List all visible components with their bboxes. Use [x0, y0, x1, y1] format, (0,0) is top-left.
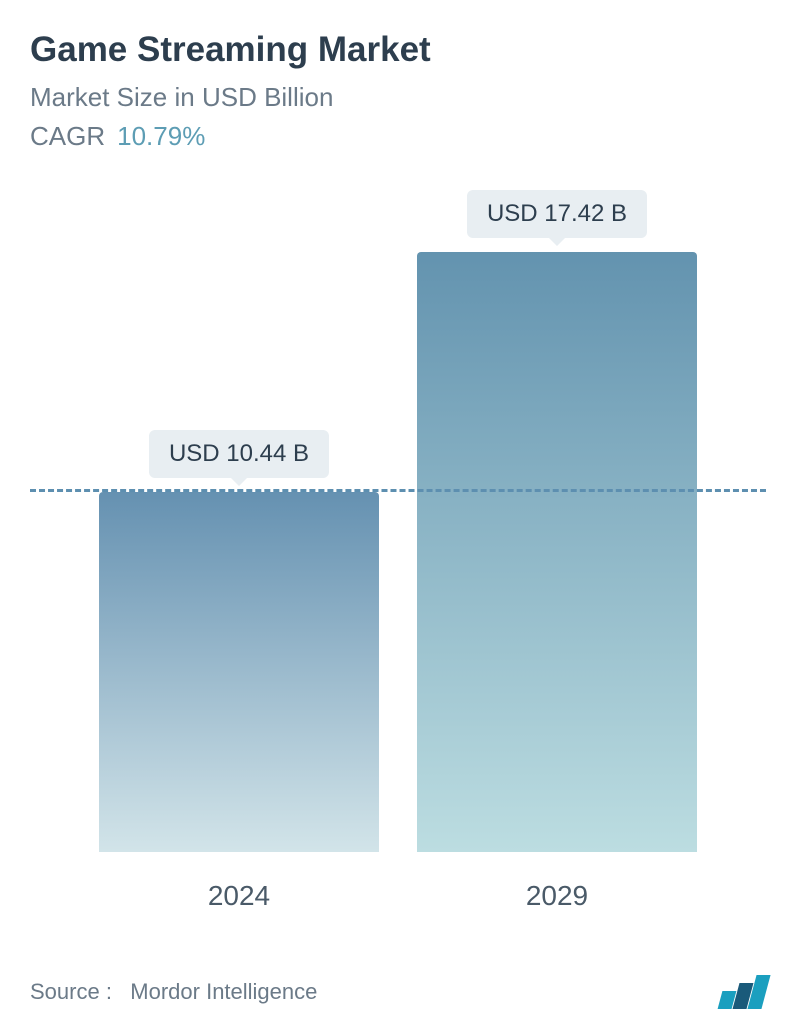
logo-bar [747, 975, 770, 1009]
reference-line [30, 489, 766, 492]
cagr-row: CAGR 10.79% [30, 121, 766, 152]
brand-logo [720, 975, 766, 1009]
chart-area: USD 10.44 B USD 17.42 B 2024 2029 [30, 192, 766, 912]
chart-subtitle: Market Size in USD Billion [30, 82, 766, 113]
bar-group: USD 17.42 B [417, 190, 697, 852]
source-name: Mordor Intelligence [130, 979, 317, 1004]
x-axis-labels: 2024 2029 [30, 880, 766, 912]
x-axis-label: 2029 [417, 880, 697, 912]
bars-container: USD 10.44 B USD 17.42 B [30, 192, 766, 852]
bar [99, 492, 379, 852]
chart-footer: Source : Mordor Intelligence [30, 975, 766, 1009]
source-label: Source : [30, 979, 112, 1004]
value-badge: USD 17.42 B [467, 190, 647, 238]
x-axis-label: 2024 [99, 880, 379, 912]
bar-group: USD 10.44 B [99, 430, 379, 852]
bar [417, 252, 697, 852]
chart-title: Game Streaming Market [30, 30, 766, 70]
cagr-value: 10.79% [117, 121, 205, 152]
value-badge: USD 10.44 B [149, 430, 329, 478]
cagr-label: CAGR [30, 121, 105, 152]
source-attribution: Source : Mordor Intelligence [30, 979, 317, 1005]
